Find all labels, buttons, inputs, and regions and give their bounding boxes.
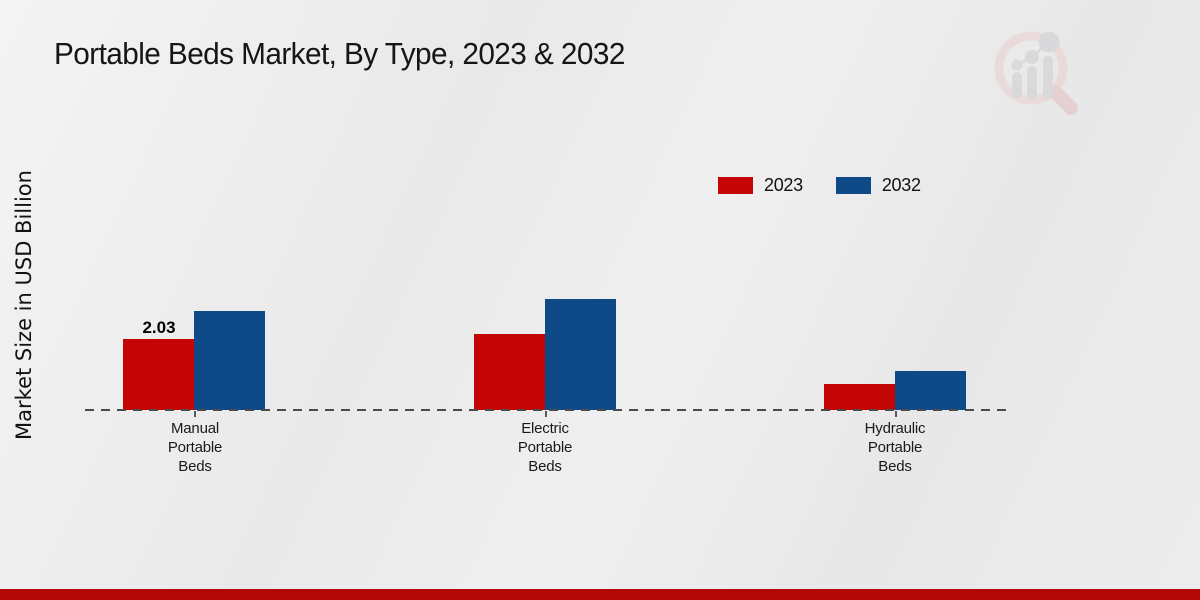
bar-2032-electric-portable-beds: [545, 299, 616, 410]
x-axis-line: [85, 409, 1006, 411]
bar-group-manual-portable-beds: [123, 311, 265, 410]
x-axis-tick: [194, 411, 196, 417]
bar-group-hydraulic-portable-beds: [824, 371, 966, 410]
bar-2023-hydraulic-portable-beds: [824, 384, 895, 410]
legend-item-2032: 2032: [835, 175, 921, 196]
category-label-manual-portable-beds: Manual Portable Beds: [167, 420, 223, 475]
category-label-electric-portable-beds: Electric Portable Beds: [517, 420, 573, 475]
legend-label-2023: 2023: [764, 175, 803, 195]
bar-2023-electric-portable-beds: [474, 334, 545, 410]
footer-accent-bar: [0, 589, 1200, 600]
x-axis-tick: [545, 411, 547, 417]
x-axis-tick: [895, 411, 897, 417]
bar-2023-manual-portable-beds: [123, 339, 194, 410]
legend-swatch-2032: [835, 177, 871, 194]
y-axis-label: Market Size in USD Billion: [12, 170, 36, 440]
legend-swatch-2023: [718, 177, 753, 194]
chart-title: Portable Beds Market, By Type, 2023 & 20…: [54, 36, 625, 71]
data-label-manual-2023: 2.03: [142, 318, 176, 337]
magnifier-bar-chart-icon: [985, 24, 1085, 121]
legend-label-2032: 2032: [881, 175, 921, 195]
legend-item-2023: 2023: [718, 175, 803, 196]
bar-2032-manual-portable-beds: [194, 311, 265, 410]
legend: 2023 2032: [718, 175, 921, 196]
bar-group-electric-portable-beds: [474, 299, 616, 410]
bar-2032-hydraulic-portable-beds: [895, 371, 966, 410]
category-label-hydraulic-portable-beds: Hydraulic Portable Beds: [864, 420, 926, 475]
